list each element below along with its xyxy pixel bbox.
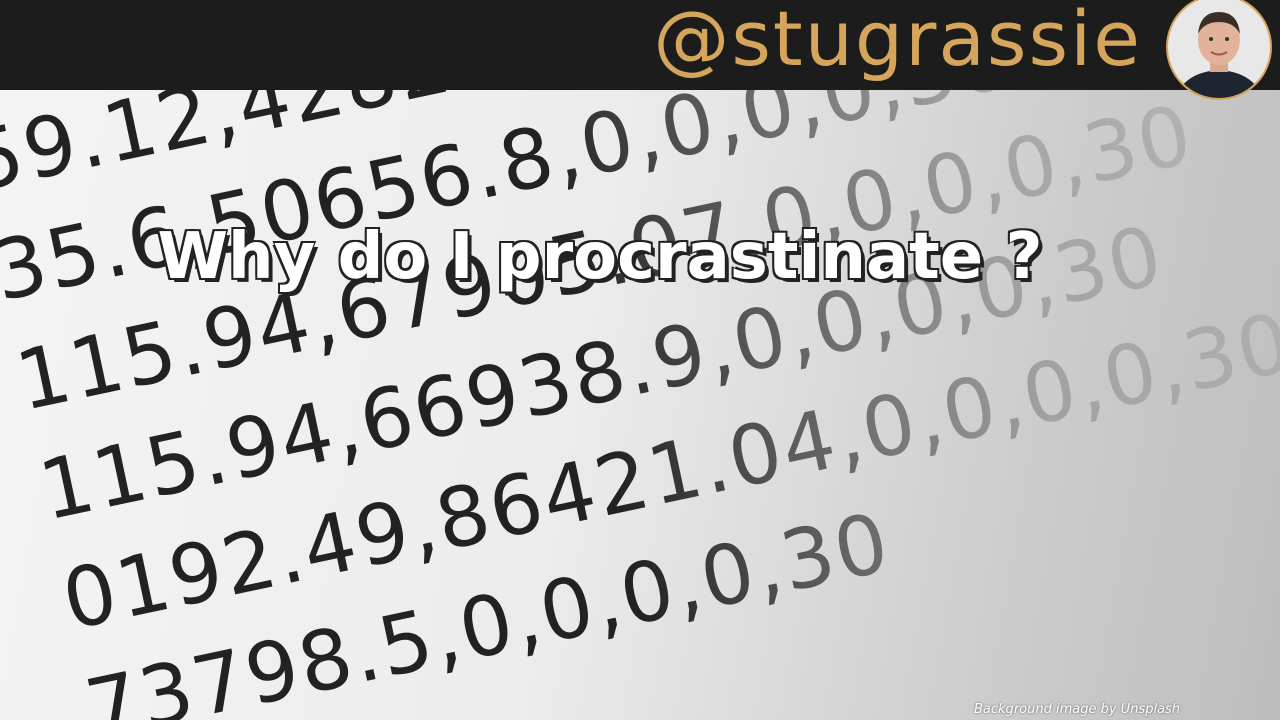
image-credit: Background image by Unsplash (974, 702, 1181, 717)
background-photo: 59.12,42820 35.6,50656.8,0,0,0,0,30 115.94… (0, 90, 1280, 720)
number-lines: 59.12,42820 35.6,50656.8,0,0,0,0,30 115.94… (0, 90, 1280, 720)
handle: @stugrassie (653, 0, 1142, 83)
header-bar: @stugrassie (0, 0, 1280, 100)
avatar (1166, 0, 1272, 100)
title: Why do I procrastinate ? (157, 220, 1043, 294)
